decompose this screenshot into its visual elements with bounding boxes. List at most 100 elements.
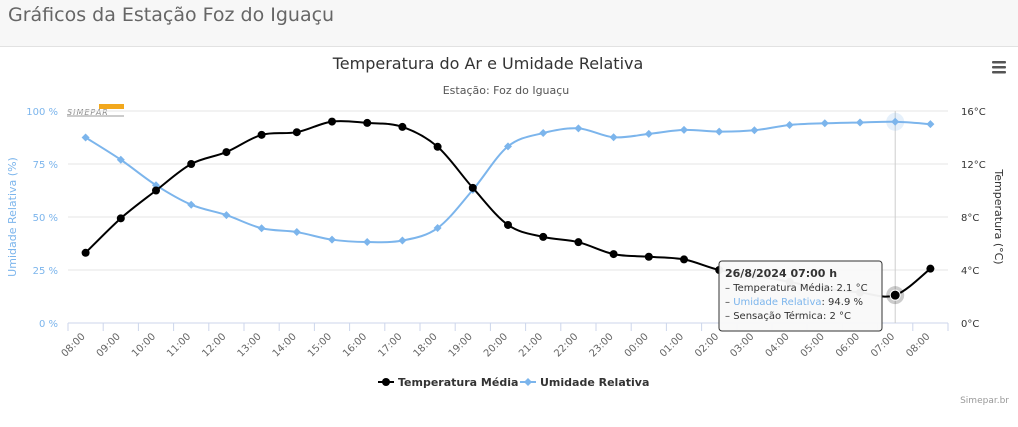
legend-item-humidity[interactable]: Umidade Relativa — [520, 376, 649, 389]
humidity-point — [750, 126, 759, 135]
humidity-point — [820, 119, 829, 128]
humidity-point — [574, 124, 583, 133]
line-chart: Temperatura do Ar e Umidade Relativa Est… — [6, 54, 1005, 389]
temperature-point — [398, 122, 407, 131]
humidity-point — [328, 235, 336, 244]
temperature-point — [81, 248, 90, 257]
humidity-point — [292, 228, 301, 237]
tooltip-row-humidity: – Umidade Relativa: 94.9 % — [725, 297, 863, 308]
legend-humidity-marker — [524, 378, 532, 386]
x-tick-label: 03:00 — [728, 331, 756, 359]
x-tick-label: 02:00 — [693, 331, 721, 359]
humidity-point — [257, 224, 266, 233]
temperature-point — [152, 186, 160, 195]
temperature-point — [292, 128, 301, 137]
tooltip-box — [718, 260, 883, 332]
x-tick-label: 21:00 — [517, 331, 545, 359]
humidity-point — [891, 117, 900, 126]
temperature-point — [187, 160, 196, 168]
tooltip-header: 26/8/2024 07:00 h — [725, 267, 837, 280]
y-right-tick-label: 8°C — [961, 213, 979, 224]
legend-temperature-marker — [382, 378, 390, 386]
temperature-point — [609, 250, 618, 259]
temperature-point — [644, 252, 653, 261]
y-axis-left-title: Umidade Relativa (%) — [6, 157, 19, 277]
logo-accent-mark — [99, 104, 124, 109]
humidity-point — [187, 200, 196, 209]
page-header: Gráficos da Estação Foz do Iguaçu — [0, 0, 1018, 47]
humidity-point — [715, 127, 724, 136]
humidity-point — [680, 125, 688, 134]
x-tick-label: 07:00 — [869, 331, 897, 359]
tooltip-value-feels-like: 2 °C — [830, 311, 852, 322]
y-axis-right-title: Temperatura (°C) — [992, 168, 1005, 264]
temperature-point — [257, 130, 266, 139]
tooltip-label-humidity: Umidade Relativa — [733, 297, 821, 308]
legend: Temperatura Média Umidade Relativa — [378, 376, 649, 389]
x-tick-label: 12:00 — [200, 331, 228, 359]
tooltip: 26/8/2024 07:00 h – Temperatura Média: 2… — [718, 260, 883, 332]
x-tick-label: 11:00 — [165, 331, 193, 359]
humidity-point — [398, 236, 407, 245]
legend-item-temperature[interactable]: Temperatura Média — [378, 376, 518, 389]
page-title: Gráficos da Estação Foz do Iguaçu — [8, 4, 335, 26]
tooltip-label-feels-like: Sensação Térmica — [733, 310, 823, 322]
x-tick-label: 08:00 — [60, 331, 88, 359]
x-tick-label: 09:00 — [95, 331, 123, 359]
chart-container: Temperatura do Ar e Umidade Relativa Est… — [0, 47, 1018, 423]
x-tick-label: 16:00 — [341, 331, 369, 359]
x-tick-label: 17:00 — [376, 331, 404, 359]
temperature-point — [433, 142, 442, 151]
legend-humidity-label: Umidade Relativa — [540, 376, 649, 389]
humidity-point — [433, 224, 442, 233]
temperature-point — [574, 238, 583, 247]
humidity-point — [926, 120, 935, 129]
tooltip-row-temperature: – Temperatura Média: 2.1 °C — [725, 282, 868, 294]
x-tick-label: 14:00 — [271, 331, 299, 359]
x-tick-label: 18:00 — [412, 331, 440, 359]
humidity-point — [609, 133, 618, 142]
tooltip-value-humidity: 94.9 % — [828, 297, 863, 308]
tooltip-label-temperature: Temperatura Média — [732, 282, 830, 294]
temperature-point — [504, 220, 512, 229]
x-tick-label: 01:00 — [658, 331, 686, 359]
y-right-tick-label: 4°C — [961, 266, 979, 277]
credits-link[interactable]: Simepar.br — [960, 396, 1009, 406]
x-tick-label: 06:00 — [834, 331, 862, 359]
y-right-tick-label: 12°C — [961, 160, 986, 171]
x-tick-label: 20:00 — [482, 331, 510, 359]
x-tick-label: 08:00 — [904, 331, 932, 359]
tooltip-row-feels-like: – Sensação Térmica: 2 °C — [725, 310, 851, 322]
x-tick-label: 15:00 — [306, 331, 334, 359]
temperature-point — [539, 232, 548, 241]
x-tick-label: 23:00 — [588, 331, 616, 359]
chart-menu-button[interactable] — [988, 58, 1010, 76]
temperature-point — [116, 214, 125, 223]
y-left-tick-label: 75 % — [33, 160, 58, 171]
chart-subtitle: Estação: Foz do Iguaçu — [443, 84, 570, 97]
y-right-tick-label: 16°C — [961, 107, 986, 118]
humidity-point — [856, 118, 864, 127]
temperature-point — [889, 289, 901, 301]
x-tick-label: 19:00 — [447, 331, 475, 359]
chart-title: Temperatura do Ar e Umidade Relativa — [332, 54, 644, 73]
humidity-point — [363, 238, 372, 247]
y-left-tick-label: 100 % — [26, 107, 58, 118]
temperature-point — [680, 255, 688, 264]
humidity-point — [81, 133, 90, 142]
y-left-tick-label: 25 % — [33, 266, 58, 277]
simepar-logo: SIMEPAR — [67, 104, 124, 117]
x-tick-label: 22:00 — [552, 331, 580, 359]
legend-temperature-label: Temperatura Média — [398, 376, 518, 389]
y-right-tick-label: 0°C — [961, 319, 979, 330]
humidity-point — [504, 142, 512, 151]
humidity-point — [222, 211, 231, 220]
series — [81, 112, 935, 305]
hamburger-icon — [992, 61, 1006, 74]
humidity-point — [644, 129, 653, 138]
x-tick-label: 10:00 — [130, 331, 158, 359]
humidity-point — [539, 129, 548, 138]
temperature-point — [328, 117, 336, 126]
temperature-point — [468, 183, 477, 192]
humidity-point — [785, 120, 794, 129]
